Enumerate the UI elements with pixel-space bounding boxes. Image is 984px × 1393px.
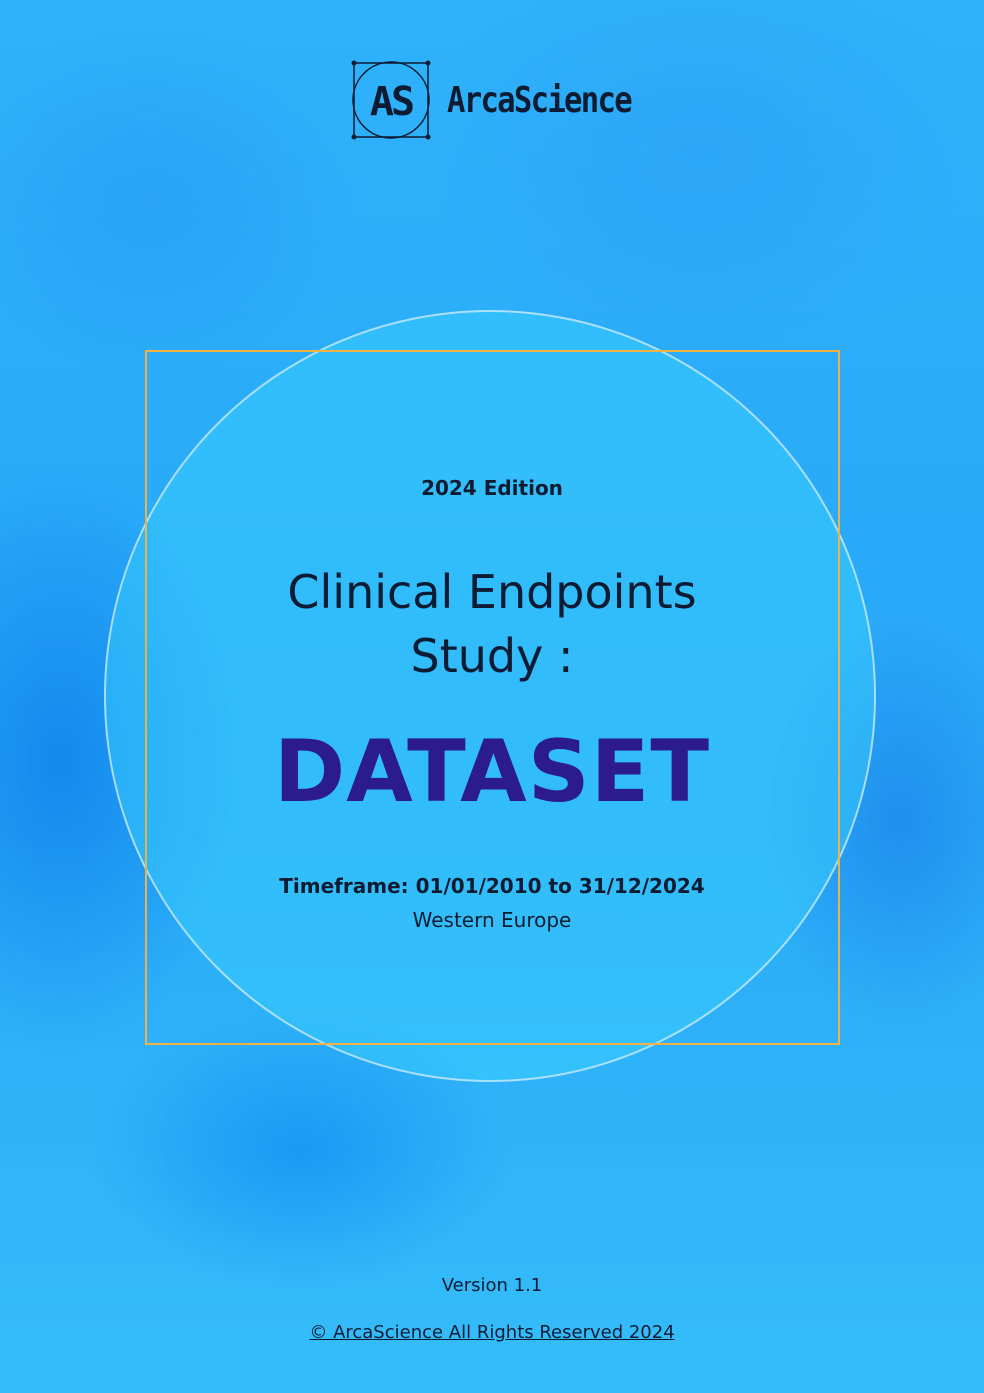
logo-monogram: AS: [370, 79, 413, 125]
timeframe: Timeframe: 01/01/2010 to 31/12/2024: [279, 874, 705, 898]
region: Western Europe: [412, 908, 572, 932]
page-title: Clinical Endpoints Study :: [0, 560, 984, 688]
arcascience-logo: AS ArcaScience: [351, 60, 663, 140]
decorative-frame: [145, 350, 840, 1045]
version-label: Version 1.1: [441, 1275, 543, 1296]
copyright-link[interactable]: © ArcaScience All Rights Reserved 2024: [309, 1322, 675, 1343]
logo-name: ArcaScience: [447, 79, 633, 121]
title-line-2: Study :: [410, 629, 574, 683]
title-line-1: Clinical Endpoints: [287, 565, 697, 619]
logo-monogram-icon: AS: [351, 60, 431, 140]
dataset-heading: DATASET: [273, 722, 711, 822]
decorative-circle: [104, 310, 876, 1082]
edition-label: 2024 Edition: [421, 476, 563, 500]
